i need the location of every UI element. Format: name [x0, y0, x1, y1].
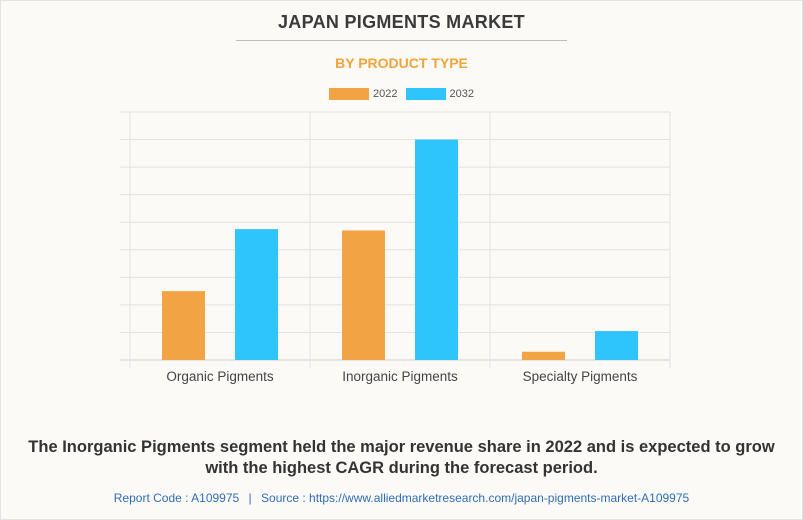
legend-swatch-2022: [329, 88, 370, 100]
source-separator: |: [248, 491, 252, 505]
x-tick-label: Inorganic Pigments: [342, 369, 458, 384]
chart-title: JAPAN PIGMENTS MARKET: [278, 12, 525, 32]
legend-item-2022: 2022: [329, 88, 398, 100]
bar-chart: Organic Pigments Inorganic Pigments Specia…: [120, 111, 671, 384]
chart-subtitle: BY PRODUCT TYPE: [335, 55, 468, 71]
x-tick-label: Specialty Pigments: [523, 369, 638, 384]
bar-specialty-pigments-2032: [595, 331, 638, 360]
bar-inorganic-pigments-2032: [415, 139, 458, 360]
source-line: Report Code : A109975 | Source : https:/…: [0, 491, 803, 505]
source-url[interactable]: Source : https://www.alliedmarketresearc…: [261, 491, 690, 505]
legend-label-2022: 2022: [373, 88, 398, 100]
footnote-text: The Inorganic Pigments segment held the …: [28, 438, 775, 477]
bar-specialty-pigments-2022: [522, 351, 565, 360]
legend-item-2032: 2032: [405, 88, 474, 100]
title-divider: [236, 40, 567, 41]
report-code: Report Code : A109975: [113, 491, 240, 505]
x-tick-label: Organic Pigments: [166, 369, 274, 384]
legend-label-2032: 2032: [449, 88, 474, 100]
bar-inorganic-pigments-2022: [342, 230, 385, 360]
chart-legend: 2022 2032: [0, 88, 803, 100]
bar-organic-pigments-2022: [162, 291, 205, 360]
bar-organic-pigments-2032: [235, 229, 278, 360]
legend-swatch-2032: [405, 88, 446, 100]
